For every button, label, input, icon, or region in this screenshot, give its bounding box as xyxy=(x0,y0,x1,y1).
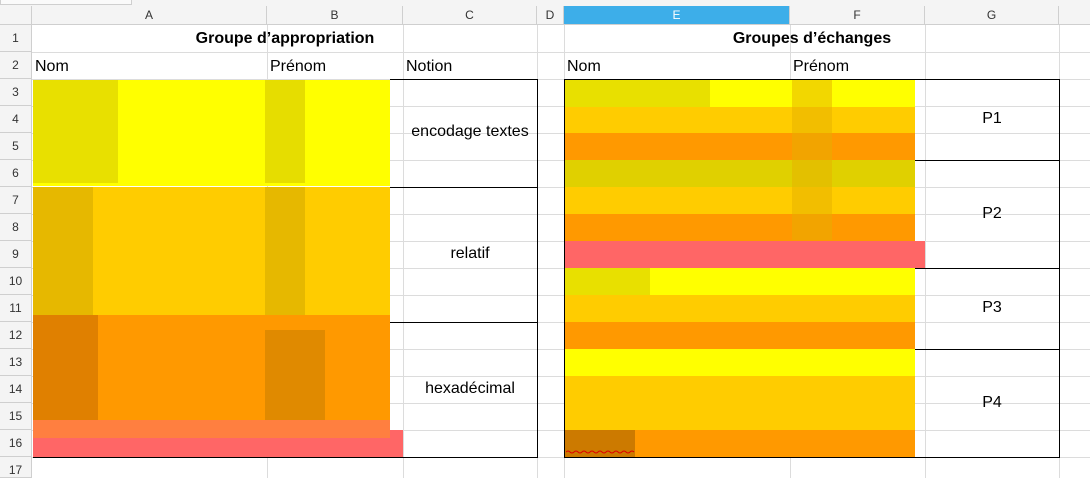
row-header-5[interactable]: 5 xyxy=(0,133,32,160)
row-header-2[interactable]: 2 xyxy=(0,52,32,79)
row-header-3[interactable]: 3 xyxy=(0,79,32,106)
column-header-g[interactable]: G xyxy=(925,6,1059,25)
row-header-8[interactable]: 8 xyxy=(0,214,32,241)
column-header-d[interactable]: D xyxy=(537,6,564,25)
select-all-corner[interactable] xyxy=(0,6,32,25)
column-header-c[interactable]: C xyxy=(403,6,537,25)
row-header-13[interactable]: 13 xyxy=(0,349,32,376)
notion-encodage[interactable]: encodage textes xyxy=(411,123,529,140)
notion-relatif[interactable]: relatif xyxy=(450,245,490,262)
right-header-nom: Nom xyxy=(567,58,601,75)
column-header-e[interactable]: E xyxy=(564,6,790,25)
row-header-15[interactable]: 15 xyxy=(0,403,32,430)
name-cell-salmon-right[interactable] xyxy=(565,241,925,268)
group-p4[interactable]: P4 xyxy=(982,394,1002,411)
column-header-a[interactable]: A xyxy=(32,6,267,25)
right-table-title: Groupes d’échanges xyxy=(732,30,892,47)
left-header-nom: Nom xyxy=(35,58,69,75)
group-p3[interactable]: P3 xyxy=(982,299,1002,316)
row-header-4[interactable]: 4 xyxy=(0,106,32,133)
row-header-11[interactable]: 11 xyxy=(0,295,32,322)
right-header-prenom: Prénom xyxy=(793,58,850,75)
group-p2[interactable]: P2 xyxy=(982,205,1002,222)
row-header-6[interactable]: 6 xyxy=(0,160,32,187)
left-table-title: Groupe d’appropriation xyxy=(195,30,375,47)
left-header-prenom: Prénom xyxy=(270,58,327,75)
row-header-7[interactable]: 7 xyxy=(0,187,32,214)
spellcheck-squiggle xyxy=(566,450,635,454)
column-header-f[interactable]: F xyxy=(790,6,925,25)
row-header-1[interactable]: 1 xyxy=(0,25,32,52)
row-header-12[interactable]: 12 xyxy=(0,322,32,349)
row-header-16[interactable]: 16 xyxy=(0,430,32,457)
row-header-9[interactable]: 9 xyxy=(0,241,32,268)
row-header-14[interactable]: 14 xyxy=(0,376,32,403)
sheet-tab[interactable] xyxy=(0,0,132,5)
left-header-notion: Notion xyxy=(406,58,453,75)
column-header-b[interactable]: B xyxy=(267,6,403,25)
notion-hexadecimal[interactable]: hexadécimal xyxy=(425,380,515,397)
column-header-h[interactable] xyxy=(1059,6,1090,25)
name-cell-salmon-left[interactable] xyxy=(33,438,403,457)
row-header-10[interactable]: 10 xyxy=(0,268,32,295)
row-header-17[interactable]: 17 xyxy=(0,457,32,478)
group-p1[interactable]: P1 xyxy=(982,110,1002,127)
